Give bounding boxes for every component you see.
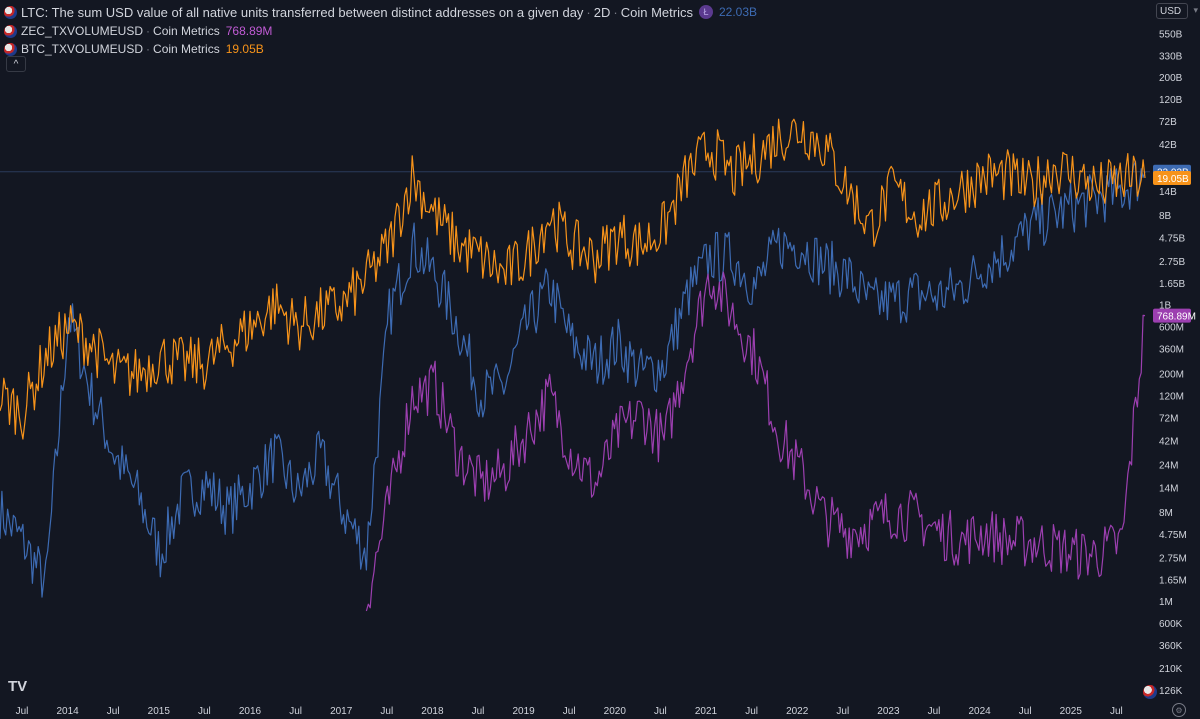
series-line-zec_txvolumeusd (365, 271, 1146, 612)
y-tick-label: 8M (1159, 508, 1173, 519)
x-tick-label: Jul (563, 706, 576, 717)
legend: LTC: The sum USD value of all native uni… (4, 2, 757, 58)
x-tick-label: Jul (472, 706, 485, 717)
series-layer (0, 118, 1150, 612)
x-tick-label: Jul (16, 706, 29, 717)
y-tick-label: 42M (1159, 437, 1178, 448)
x-tick-label: Jul (289, 706, 302, 717)
x-axis: Jul 2014 Jul 2015 Jul 2016 Jul 2017 Jul 2018 Jul 20… (16, 706, 1123, 717)
legend-row-zec[interactable]: ZEC_TXVOLUMEUSD · Coin Metrics 768.89M (4, 22, 757, 40)
y-tick-label: 2.75M (1159, 554, 1187, 565)
x-tick-label: 2025 (1060, 706, 1083, 717)
x-tick-label: 2018 (421, 706, 444, 717)
gear-icon[interactable]: ⚙ (1172, 703, 1186, 717)
last-value-text-btc_txvolumeusd: 19.05B (1157, 174, 1189, 185)
y-tick-label: 600M (1159, 322, 1184, 333)
x-tick-label: 2014 (56, 706, 79, 717)
y-tick-label: 4.75B (1159, 234, 1185, 245)
y-axis: 950B550B330B200B120B72B42B24B14B8B4.75B2… (1159, 6, 1187, 697)
x-tick-label: 2015 (148, 706, 171, 717)
flag-icon (4, 42, 17, 56)
y-tick-label: 1B (1159, 300, 1172, 311)
x-tick-label: Jul (745, 706, 758, 717)
y-tick-label: 360M (1159, 344, 1184, 355)
y-tick-label: 42B (1159, 140, 1177, 151)
legend-btc-source: Coin Metrics (153, 42, 220, 56)
y-tick-label: 4.75M (1159, 530, 1187, 541)
chevron-down-icon: ▾ (1193, 5, 1198, 15)
flag-icon (4, 5, 17, 19)
legend-row-btc[interactable]: BTC_TXVOLUMEUSD · Coin Metrics 19.05B (4, 40, 757, 58)
y-tick-label: 330B (1159, 51, 1183, 62)
y-tick-label: 1.65B (1159, 279, 1185, 290)
y-tick-label: 2.75B (1159, 257, 1185, 268)
legend-ltc-source: Coin Metrics (620, 4, 693, 20)
x-tick-label: 2020 (604, 706, 627, 717)
last-value-badge-btc_txvolumeusd (1153, 170, 1191, 185)
y-tick-label: 600K (1159, 619, 1183, 630)
x-tick-label: 2022 (786, 706, 809, 717)
y-tick-label: 550B (1159, 29, 1183, 40)
legend-zec-name: ZEC_TXVOLUMEUSD (21, 24, 144, 38)
x-tick-label: Jul (1019, 706, 1032, 717)
legend-ltc-value: 22.03B (718, 5, 758, 19)
last-value-badge-zec_txvolumeusd (1153, 308, 1191, 323)
legend-ltc-interval: 2D (593, 4, 611, 20)
legend-ltc-title: LTC: The sum USD value of all native uni… (21, 4, 584, 20)
x-tick-label: 2023 (877, 706, 900, 717)
y-tick-label: 24M (1159, 461, 1178, 472)
y-tick-label: 120B (1159, 95, 1183, 106)
y-tick-label: 120M (1159, 391, 1184, 402)
y-tick-label: 1.65M (1159, 576, 1187, 587)
y-tick-label: 210K (1159, 664, 1183, 675)
y-tick-label: 360K (1159, 641, 1183, 652)
x-tick-label: Jul (836, 706, 849, 717)
legend-btc-value: 19.05B (225, 42, 264, 56)
y-tick-label: 200M (1159, 370, 1184, 381)
x-tick-label: Jul (1110, 706, 1123, 717)
x-tick-label: Jul (198, 706, 211, 717)
series-line-ltc (0, 160, 1146, 598)
x-tick-label: Jul (107, 706, 120, 717)
legend-zec-source: Coin Metrics (153, 24, 220, 38)
y-tick-label: 72M (1159, 413, 1178, 424)
x-tick-label: Jul (654, 706, 667, 717)
flag-icon[interactable] (1143, 685, 1157, 699)
x-tick-label: 2017 (330, 706, 353, 717)
tradingview-logo: TV (8, 678, 28, 695)
y-tick-label: 14M (1159, 484, 1178, 495)
currency-label: USD (1160, 5, 1182, 17)
currency-select[interactable]: USD ▾ (1156, 3, 1198, 19)
litecoin-icon: Ł (698, 5, 713, 19)
y-tick-label: 8B (1159, 211, 1172, 222)
legend-zec-value: 768.89M (225, 24, 273, 38)
y-tick-label: 72B (1159, 117, 1177, 128)
collapse-legend-button[interactable]: ^ (6, 56, 26, 72)
y-tick-label: 14B (1159, 187, 1177, 198)
legend-btc-name: BTC_TXVOLUMEUSD (21, 42, 144, 56)
y-tick-label: 126K (1159, 686, 1183, 697)
y-tick-label: 200B (1159, 73, 1183, 84)
series-line-btc_txvolumeusd (0, 118, 1146, 440)
y-tick-label: 1M (1159, 597, 1173, 608)
flag-icon (4, 24, 17, 38)
x-tick-label: 2016 (239, 706, 262, 717)
x-tick-label: 2019 (512, 706, 535, 717)
last-value-text-zec_txvolumeusd: 768.89M (1157, 312, 1196, 323)
x-tick-label: 2021 (695, 706, 718, 717)
x-tick-label: 2024 (968, 706, 991, 717)
legend-row-ltc[interactable]: LTC: The sum USD value of all native uni… (4, 2, 757, 22)
x-tick-label: Jul (380, 706, 393, 717)
x-tick-label: Jul (928, 706, 941, 717)
